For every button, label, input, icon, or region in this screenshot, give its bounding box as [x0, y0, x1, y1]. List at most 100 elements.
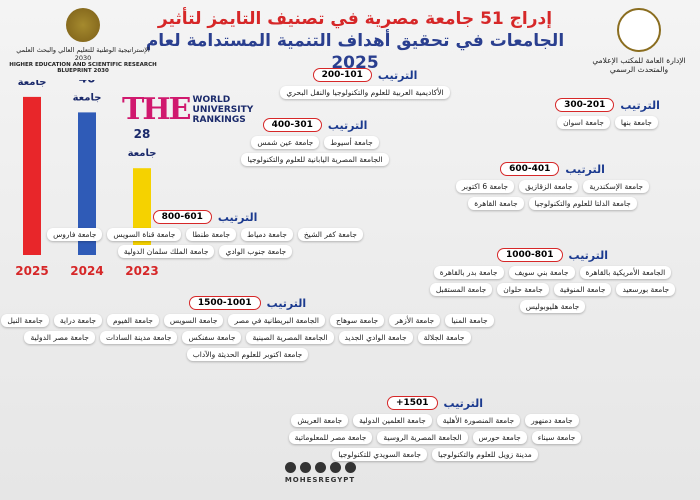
tier-heading: الترتيب — [565, 162, 605, 176]
university-list: الجامعة الأمريكية بالقاهرة جامعة بني سويف… — [405, 266, 700, 313]
university: جامعة النيل — [1, 314, 49, 327]
university: جامعة الدلتا للعلوم والتكنولوجيا — [528, 197, 637, 210]
university: جامعة السويدي للتكنولوجيا — [332, 448, 428, 461]
university: جامعة اكتوبر للعلوم الحديثة والآداب — [186, 348, 309, 361]
university: جامعة مدينة السادات — [99, 331, 178, 344]
tier-header: الترتيب 300-201 — [520, 98, 695, 112]
footer: MOHESREGYPT — [270, 462, 370, 484]
social-icons — [270, 462, 370, 473]
university-list: جامعة الإسكندرية جامعة الزقازيق جامعة 6 اك… — [405, 180, 700, 210]
university: الجامعة الأمريكية بالقاهرة — [579, 266, 672, 279]
university-list: جامعة أسيوط جامعة عين شمس الجامعة المصرية … — [205, 136, 425, 166]
tier-range: 300-201 — [555, 98, 615, 112]
university: جامعة العلمين الدولية — [353, 414, 432, 427]
university: جامعة جنوب الوادي — [219, 245, 293, 258]
university: جامعة المستقبل — [429, 283, 493, 296]
tier-heading: الترتيب — [217, 210, 258, 224]
handle: MOHESREGYPT — [284, 476, 356, 484]
university: جامعة مصر الدولية — [24, 331, 95, 344]
icon[interactable] — [299, 462, 311, 473]
university: الجامعة البريطانية في مصر — [228, 314, 325, 327]
title-line: إدراج 51 جامعة مصرية في تصنيف التايمز لت… — [157, 9, 553, 29]
tier: الترتيب 1000-801 الجامعة الأمريكية بالقاهر… — [405, 248, 700, 313]
university: جامعة بورسعيد — [616, 283, 676, 296]
tier-heading: الترتيب — [620, 98, 660, 112]
university: جامعة السويس — [163, 314, 224, 327]
university-list: الأكاديمية العربية للعلوم والتكنولوجيا و… — [230, 86, 500, 99]
value-unit: جامعة — [73, 92, 102, 103]
university: جامعة بنها — [614, 116, 658, 129]
tier-range: 600-401 — [500, 162, 560, 176]
category-label: 2025 — [15, 264, 48, 278]
university: جامعة الملك سلمان الدولية — [117, 245, 215, 258]
university: جامعة طنطا — [186, 228, 237, 241]
university: جامعة حورس — [472, 431, 527, 444]
university-list: جامعة بنها جامعة اسوان — [520, 116, 695, 129]
tier: الترتيب 1500-1001 جامعة المنيا جامعة الأزهر… — [0, 296, 495, 361]
university: جامعة دمياط — [241, 228, 293, 241]
icon[interactable] — [329, 462, 341, 473]
university: جامعة المنوفية — [553, 283, 612, 296]
tier-range: 1500-1001 — [188, 296, 261, 310]
university: الأكاديمية العربية للعلوم والتكنولوجيا و… — [280, 86, 450, 99]
the-logo-word: UNIVERSITY — [192, 104, 254, 115]
university: جامعة الوادي الجديد — [338, 331, 413, 344]
university: جامعة دمنهور — [525, 414, 579, 427]
tier-header: الترتيب 200-101 — [230, 68, 500, 82]
university: جامعة سيناء — [531, 431, 582, 444]
tier: الترتيب +1501 جامعة دمنهور جامعة المنصورة ا… — [265, 396, 605, 461]
university: جامعة هليوبوليس — [519, 300, 586, 313]
university: جامعة المنصورة الأهلية — [436, 414, 521, 427]
tier: الترتيب 800-601 جامعة كفر الشيخ جامعة دمياط… — [10, 210, 400, 258]
tier: الترتيب 600-401 جامعة الإسكندرية جامعة الزق… — [405, 162, 700, 210]
tier-heading: الترتيب — [568, 248, 609, 262]
icon[interactable] — [284, 462, 296, 473]
the-logo-word: RANKINGS — [192, 114, 246, 125]
university: جامعة الجلالة — [417, 331, 471, 344]
tier: الترتيب 200-101 الأكاديمية العربية للعلوم … — [230, 68, 500, 99]
university: جامعة اسوان — [557, 116, 610, 129]
university: جامعة بني سويف — [508, 266, 575, 279]
icon[interactable] — [344, 462, 356, 473]
university: جامعة فاروس — [47, 228, 103, 241]
tier-range: 400-301 — [262, 118, 322, 132]
university: الجامعة المصرية اليابانية للعلوم والتكنو… — [241, 153, 389, 166]
strategy-logo: الإستراتيجية الوطنية للتعليم العالي والب… — [8, 8, 158, 74]
university: جامعة الأزهر — [389, 314, 441, 327]
tier-heading: الترتيب — [443, 396, 484, 410]
category-label: 2023 — [125, 264, 158, 278]
logo-text: HIGHER EDUCATION AND SCIENTIFIC RESEARCH… — [9, 62, 157, 74]
university: جامعة حلوان — [497, 283, 549, 296]
bar — [78, 112, 96, 256]
the-logo-mark: THE — [122, 92, 192, 127]
tier-header: الترتيب 400-301 — [205, 118, 425, 132]
logo-text: الإدارة العامة للمكتب الإعلامي والمتحدث … — [592, 56, 686, 74]
university-list: جامعة المنيا جامعة الأزهر جامعة سوهاج الجام… — [0, 314, 495, 361]
university: جامعة أسيوط — [324, 136, 379, 149]
tier-heading: الترتيب — [377, 68, 418, 82]
tier-heading: الترتيب — [327, 118, 368, 132]
tier: الترتيب 400-301 جامعة أسيوط جامعة عين شمس ال… — [205, 118, 425, 166]
value-label: 28 — [134, 127, 151, 141]
university: جامعة الفيوم — [107, 314, 159, 327]
university: جامعة العريش — [291, 414, 349, 427]
the-logo-word: WORLD — [192, 94, 231, 105]
university: الجامعة المصرية الروسية — [377, 431, 468, 444]
value-label: 46 — [79, 80, 96, 85]
university: جامعة قناة السويس — [107, 228, 182, 241]
the-logo: THE WORLD UNIVERSITY RANKINGS — [122, 92, 253, 127]
the-logo-text: WORLD UNIVERSITY RANKINGS — [193, 95, 254, 125]
tier: الترتيب 300-201 جامعة بنها جامعة اسوان — [520, 98, 695, 129]
university: جامعة كفر الشيخ — [297, 228, 363, 241]
tier-range: +1501 — [386, 396, 438, 410]
tier-header: الترتيب +1501 — [265, 396, 605, 410]
university-list: جامعة كفر الشيخ جامعة دمياط جامعة طنطا جامع… — [10, 228, 400, 258]
university: جامعة عين شمس — [251, 136, 320, 149]
value-unit: جامعة — [128, 148, 157, 159]
tier-header: الترتيب 600-401 — [405, 162, 700, 176]
logo-text: الإستراتيجية الوطنية للتعليم العالي والب… — [16, 46, 150, 62]
tier-range: 800-601 — [152, 210, 212, 224]
university: جامعة بدر بالقاهرة — [433, 266, 504, 279]
tier-header: الترتيب 800-601 — [10, 210, 400, 224]
icon[interactable] — [314, 462, 326, 473]
